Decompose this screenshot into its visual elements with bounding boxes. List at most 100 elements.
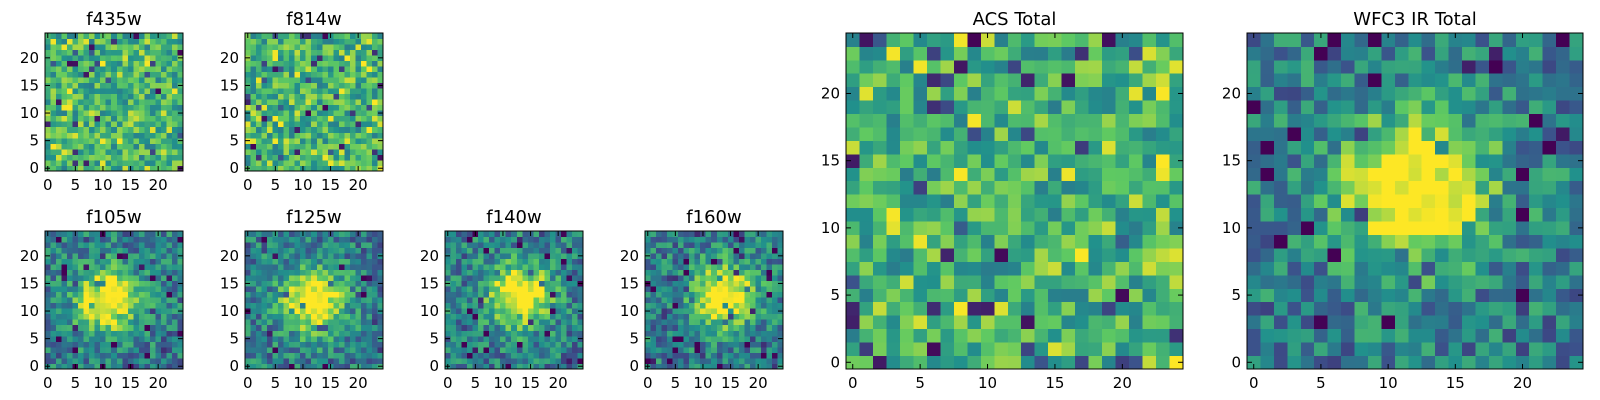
heatmap-cell (1260, 221, 1275, 235)
heatmap-cell (505, 242, 512, 248)
heatmap-cell (50, 143, 57, 150)
heatmap-cell (694, 275, 701, 282)
heatmap-cell (571, 269, 578, 276)
heatmap-cell (1408, 274, 1423, 289)
heatmap-cell (94, 247, 101, 254)
heatmap-cell (56, 38, 62, 45)
heatmap-cell (78, 143, 85, 150)
heatmap-cell (560, 313, 567, 320)
heatmap-cell (316, 77, 323, 84)
heatmap-cell (872, 194, 887, 209)
heatmap-cell (100, 308, 107, 315)
heatmap-cell (1007, 59, 1022, 74)
heatmap-cell (250, 253, 257, 259)
heatmap-cell (1061, 167, 1076, 182)
heatmap-cell (116, 258, 123, 265)
heatmap-cell (377, 121, 384, 128)
heatmap-cell (483, 264, 490, 271)
heatmap-cell (683, 357, 690, 364)
heatmap-cell (250, 159, 257, 166)
heatmap-cell (940, 288, 955, 303)
heatmap-cell (1142, 261, 1157, 276)
heatmap-cell (338, 38, 345, 45)
heatmap-cell (289, 148, 296, 155)
heatmap-cell (1075, 86, 1090, 101)
heatmap-cell (83, 66, 90, 73)
heatmap-cell (83, 137, 90, 144)
heatmap-cell (250, 335, 257, 342)
heatmap-cell (289, 335, 296, 342)
heatmap-cell (527, 269, 534, 276)
heatmap-cell (338, 77, 345, 84)
heatmap-cell (94, 49, 101, 56)
heatmap-cell (144, 44, 151, 50)
heatmap-cell (278, 159, 285, 166)
heatmap-cell (705, 330, 712, 337)
heatmap-cell (127, 319, 134, 326)
heatmap-cell (1102, 73, 1116, 88)
heatmap-cell (122, 236, 129, 243)
heatmap-cell (300, 159, 307, 166)
heatmap-cell (738, 275, 745, 282)
heatmap-cell (144, 121, 151, 128)
heatmap-cell (338, 302, 345, 309)
heatmap-cell (177, 154, 184, 161)
heatmap-cell (516, 357, 523, 364)
heatmap-cell (1048, 288, 1063, 303)
heatmap-cell (155, 137, 162, 144)
heatmap-cell (256, 280, 262, 287)
heatmap-cell (560, 308, 567, 315)
heatmap-cell (111, 280, 118, 287)
heatmap-cell (166, 143, 173, 150)
heatmap-cell (683, 242, 690, 248)
heatmap-cell (1569, 328, 1584, 343)
heatmap-cell (711, 247, 718, 254)
heatmap-cell (78, 357, 85, 364)
heatmap-cell (144, 77, 151, 84)
heatmap-cell (360, 335, 367, 342)
heatmap-cell (160, 313, 167, 320)
heatmap-cell (467, 308, 473, 315)
y-tick-label: 5 (429, 330, 439, 348)
heatmap-cell (926, 207, 941, 222)
heatmap-cell (478, 264, 485, 271)
heatmap-cell (344, 242, 351, 248)
heatmap-cell (283, 291, 290, 298)
heatmap-cell (967, 113, 982, 128)
heatmap-cell (166, 159, 173, 166)
heatmap-cell (138, 346, 145, 353)
heatmap-cell (689, 357, 696, 364)
heatmap-cell (1421, 274, 1436, 289)
heatmap-cell (344, 352, 351, 359)
heatmap-cell (61, 335, 68, 342)
heatmap-cell (245, 88, 251, 95)
heatmap-cell (445, 269, 451, 276)
heatmap-cell (360, 77, 367, 84)
heatmap-cell (50, 313, 57, 320)
heatmap-cell (177, 104, 184, 111)
heatmap-cell (1129, 261, 1143, 276)
heatmap-cell (272, 148, 279, 155)
heatmap-cell (155, 132, 162, 139)
heatmap-cell (1156, 274, 1170, 289)
heatmap-cell (289, 264, 296, 271)
heatmap-cell (1156, 167, 1170, 182)
heatmap-cell (650, 352, 657, 359)
heatmap-cell (116, 38, 123, 45)
heatmap-cell (127, 258, 134, 265)
heatmap-cell (967, 180, 982, 195)
heatmap-cell (344, 264, 351, 271)
heatmap-cell (160, 121, 167, 128)
heatmap-cell (267, 88, 273, 95)
heatmap-cell (322, 346, 329, 353)
heatmap-cell (667, 330, 673, 337)
heatmap-cell (45, 126, 51, 133)
heatmap-cell (160, 302, 167, 309)
heatmap-cell (127, 126, 134, 133)
heatmap-cell (1569, 315, 1584, 330)
heatmap-cell (94, 264, 101, 271)
heatmap-cell (549, 231, 556, 237)
heatmap-cell (705, 324, 712, 331)
heatmap-cell (549, 324, 556, 331)
heatmap-cell (533, 236, 540, 243)
